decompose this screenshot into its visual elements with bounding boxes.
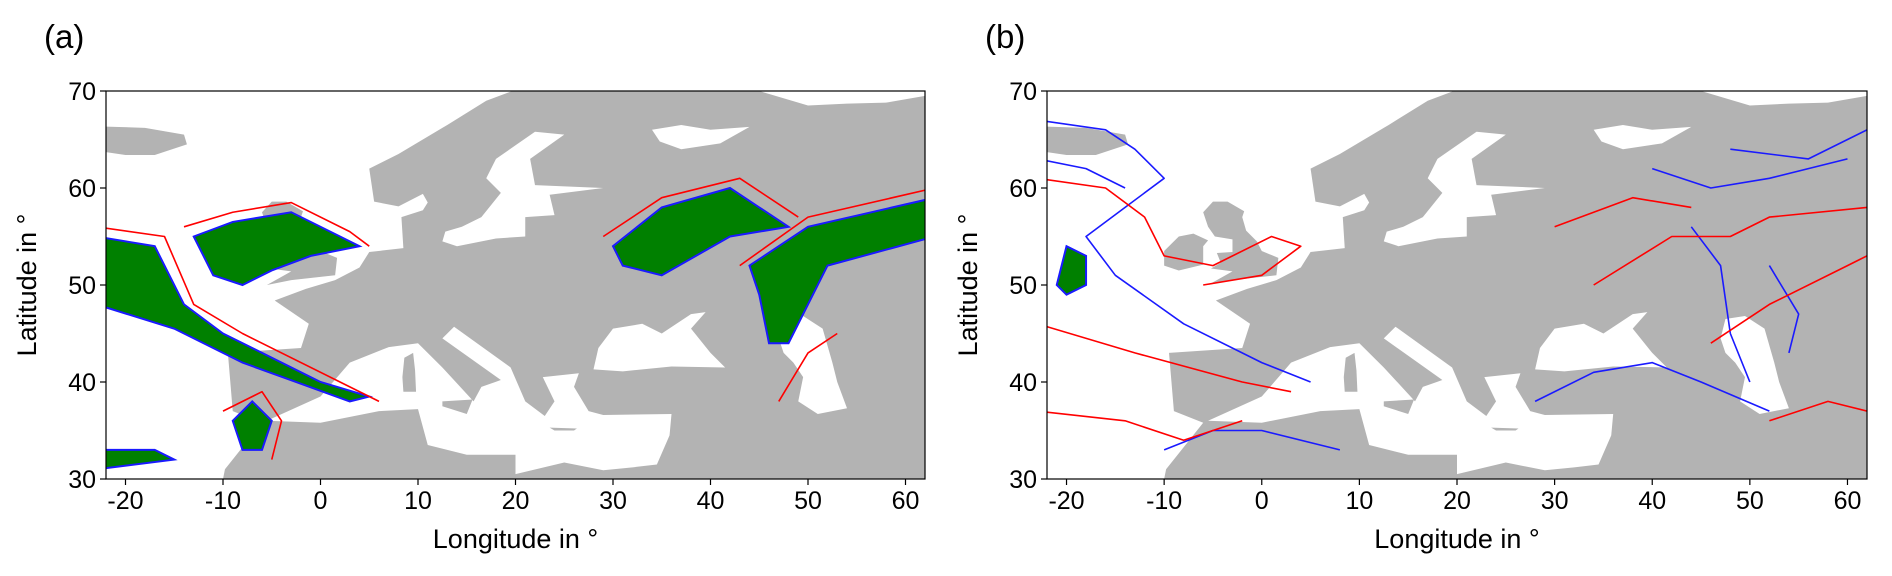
y-axis-label: Latitude in ° [12,214,42,357]
x-tick-label: 20 [1443,487,1471,515]
map-panel: -20 -10 0 10 20 30 40 50 60 30 40 50 60 70 Longitude i… [953,18,1868,554]
x-tick-label: 10 [404,487,432,515]
y-tick-label: 60 [68,175,96,203]
y-tick-label: 40 [68,369,96,397]
map-panel: -20 -10 0 10 20 30 40 50 60 30 40 50 60 70 Longitude i… [12,18,926,554]
x-tick-label: 30 [1541,487,1569,515]
x-tick-label: 40 [697,487,725,515]
x-tick-label: -20 [107,487,143,515]
x-tick-label: 0 [1255,487,1269,515]
x-tick-label: 20 [502,487,530,515]
x-tick-label: 50 [794,487,822,515]
y-tick-label: 70 [68,78,96,106]
y-tick-label: 60 [1009,175,1037,203]
y-tick-label: 50 [1009,272,1037,300]
x-tick-label: 0 [314,487,328,515]
y-tick-label: 50 [68,272,96,300]
y-tick-label: 70 [1009,78,1037,106]
x-tick-label: 40 [1638,487,1666,515]
x-tick-label: 60 [1834,487,1862,515]
x-tick-label: 60 [892,487,920,515]
y-tick-label: 40 [1009,369,1037,397]
x-axis-label: Longitude in ° [433,524,598,554]
panel-label: (b) [985,18,1025,55]
y-axis-label: Latitude in ° [953,214,983,357]
x-tick-label: 50 [1736,487,1764,515]
y-tick-label: 30 [68,466,96,494]
x-tick-label: 10 [1345,487,1373,515]
panel-label: (a) [44,18,84,55]
x-tick-label: -10 [1146,487,1182,515]
y-tick-label: 30 [1009,466,1037,494]
x-tick-label: -10 [205,487,241,515]
x-axis-label: Longitude in ° [1374,524,1539,554]
x-tick-label: 30 [599,487,627,515]
x-tick-label: -20 [1048,487,1084,515]
